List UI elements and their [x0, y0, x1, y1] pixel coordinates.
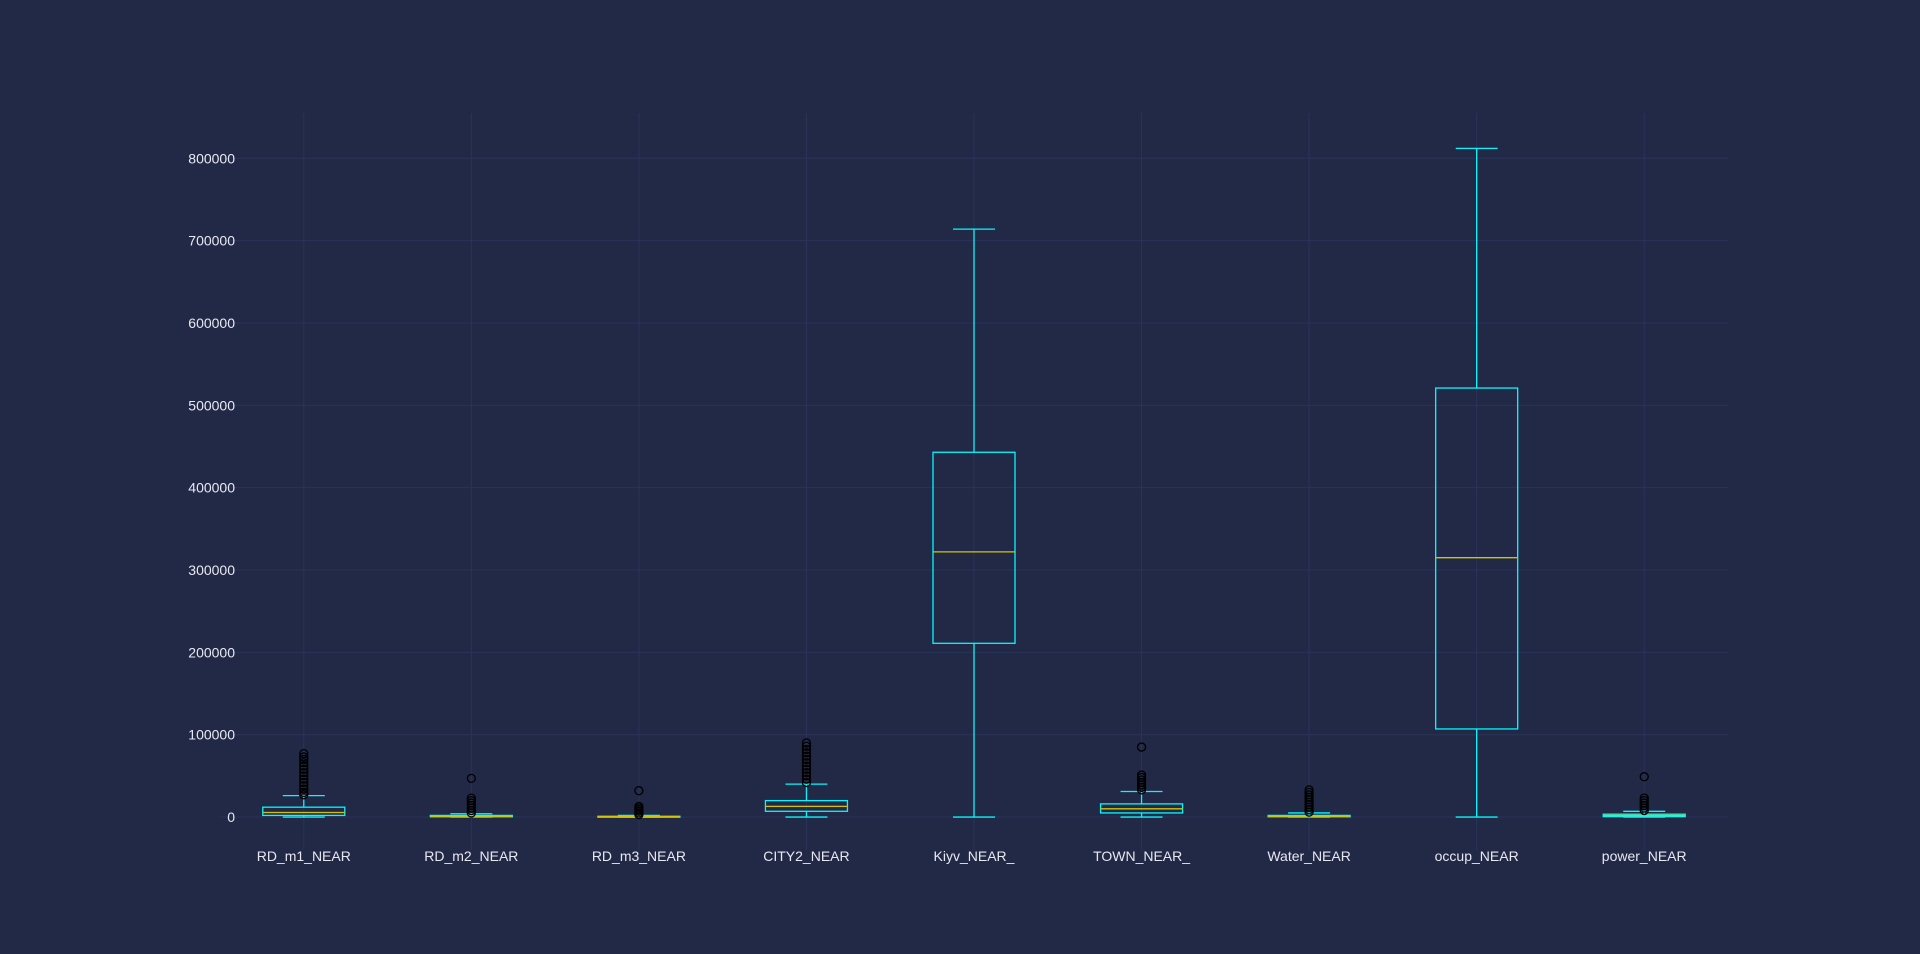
y-tick-label: 500000 — [188, 397, 235, 413]
y-tick-label: 200000 — [188, 644, 235, 660]
outlier-point — [299, 749, 309, 759]
outlier-point — [1639, 793, 1649, 803]
y-tick-label: 400000 — [188, 480, 235, 496]
outlier-point — [1304, 785, 1314, 795]
outlier-point — [801, 748, 812, 758]
outlier-point — [801, 761, 812, 771]
box-water-near — [1267, 785, 1351, 818]
outlier-point — [299, 774, 309, 784]
box-power-near — [1602, 772, 1686, 818]
boxes — [262, 147, 1686, 820]
y-tick-label: 0 — [227, 809, 235, 825]
outlier-point — [299, 790, 309, 800]
outlier-point — [801, 751, 812, 761]
x-tick-label: RD_m2_NEAR — [424, 848, 518, 864]
outlier-point — [1304, 790, 1314, 800]
outlier-point — [466, 793, 476, 803]
box-kiyv-near- — [932, 228, 1016, 818]
y-tick-label: 600000 — [188, 315, 235, 331]
outlier-point — [801, 771, 812, 781]
outlier-point — [299, 761, 309, 771]
outlier-point — [1136, 770, 1147, 780]
x-tick-label: RD_m1_NEAR — [257, 848, 351, 864]
box-rd-m2-near — [429, 773, 513, 818]
outlier-point — [634, 786, 644, 796]
outlier-point — [299, 787, 309, 798]
outlier-point — [801, 741, 812, 751]
outlier-point — [801, 764, 812, 774]
box-body — [1435, 387, 1519, 730]
outlier-point — [299, 777, 309, 788]
outlier-point — [801, 777, 812, 788]
outlier-point — [801, 744, 812, 755]
outlier-point — [634, 801, 644, 812]
x-tick-label: power_NEAR — [1602, 848, 1687, 864]
box-occup-near — [1435, 147, 1519, 818]
outlier-point — [1136, 775, 1147, 785]
outlier-point — [466, 795, 476, 806]
outlier-point — [801, 774, 812, 784]
outlier-point — [299, 758, 309, 768]
box-rd-m3-near — [597, 786, 681, 820]
outlier-point — [299, 764, 309, 774]
y-tick-label: 700000 — [188, 233, 235, 249]
outlier-point — [801, 767, 812, 778]
outlier-point — [1136, 772, 1147, 783]
outlier-point — [1639, 795, 1649, 806]
outlier-point — [466, 798, 476, 808]
outlier-point — [299, 754, 309, 765]
x-tick-label: RD_m3_NEAR — [592, 848, 686, 864]
x-tick-label: occup_NEAR — [1435, 848, 1519, 864]
x-tick-label: TOWN_NEAR_ — [1093, 848, 1190, 864]
x-tick-label: Kiyv_NEAR_ — [934, 848, 1015, 864]
x-tick-label: Water_NEAR — [1267, 848, 1351, 864]
x-tick-label: CITY2_NEAR — [763, 848, 849, 864]
outlier-point — [299, 767, 309, 778]
outlier-point — [1639, 772, 1649, 782]
box-town-near- — [1099, 742, 1184, 818]
outlier-point — [299, 771, 309, 781]
outlier-point — [299, 752, 309, 762]
outlier-point — [801, 754, 812, 765]
box-body — [262, 806, 346, 817]
x-axis: RD_m1_NEAR RD_m2_NEAR RD_m3_NEAR CITY2_NEAR… — [257, 848, 1687, 864]
outlier-point — [801, 738, 812, 748]
box-city2-near — [764, 738, 849, 818]
outlier-point — [801, 758, 812, 768]
outlier-point — [466, 773, 476, 784]
y-axis: 0 100000 200000 300000 400000 500000 600000 700… — [188, 150, 235, 825]
y-tick-label: 100000 — [188, 727, 235, 743]
box-body — [932, 451, 1016, 644]
outlier-point — [299, 784, 309, 794]
outlier-point — [1304, 787, 1314, 798]
y-tick-label: 300000 — [188, 562, 235, 578]
outlier-point — [299, 781, 309, 791]
y-tick-label: 800000 — [188, 150, 235, 166]
outlier-point — [1136, 742, 1147, 752]
box-rd-m1-near — [262, 749, 346, 818]
outlier-point — [1639, 798, 1649, 808]
